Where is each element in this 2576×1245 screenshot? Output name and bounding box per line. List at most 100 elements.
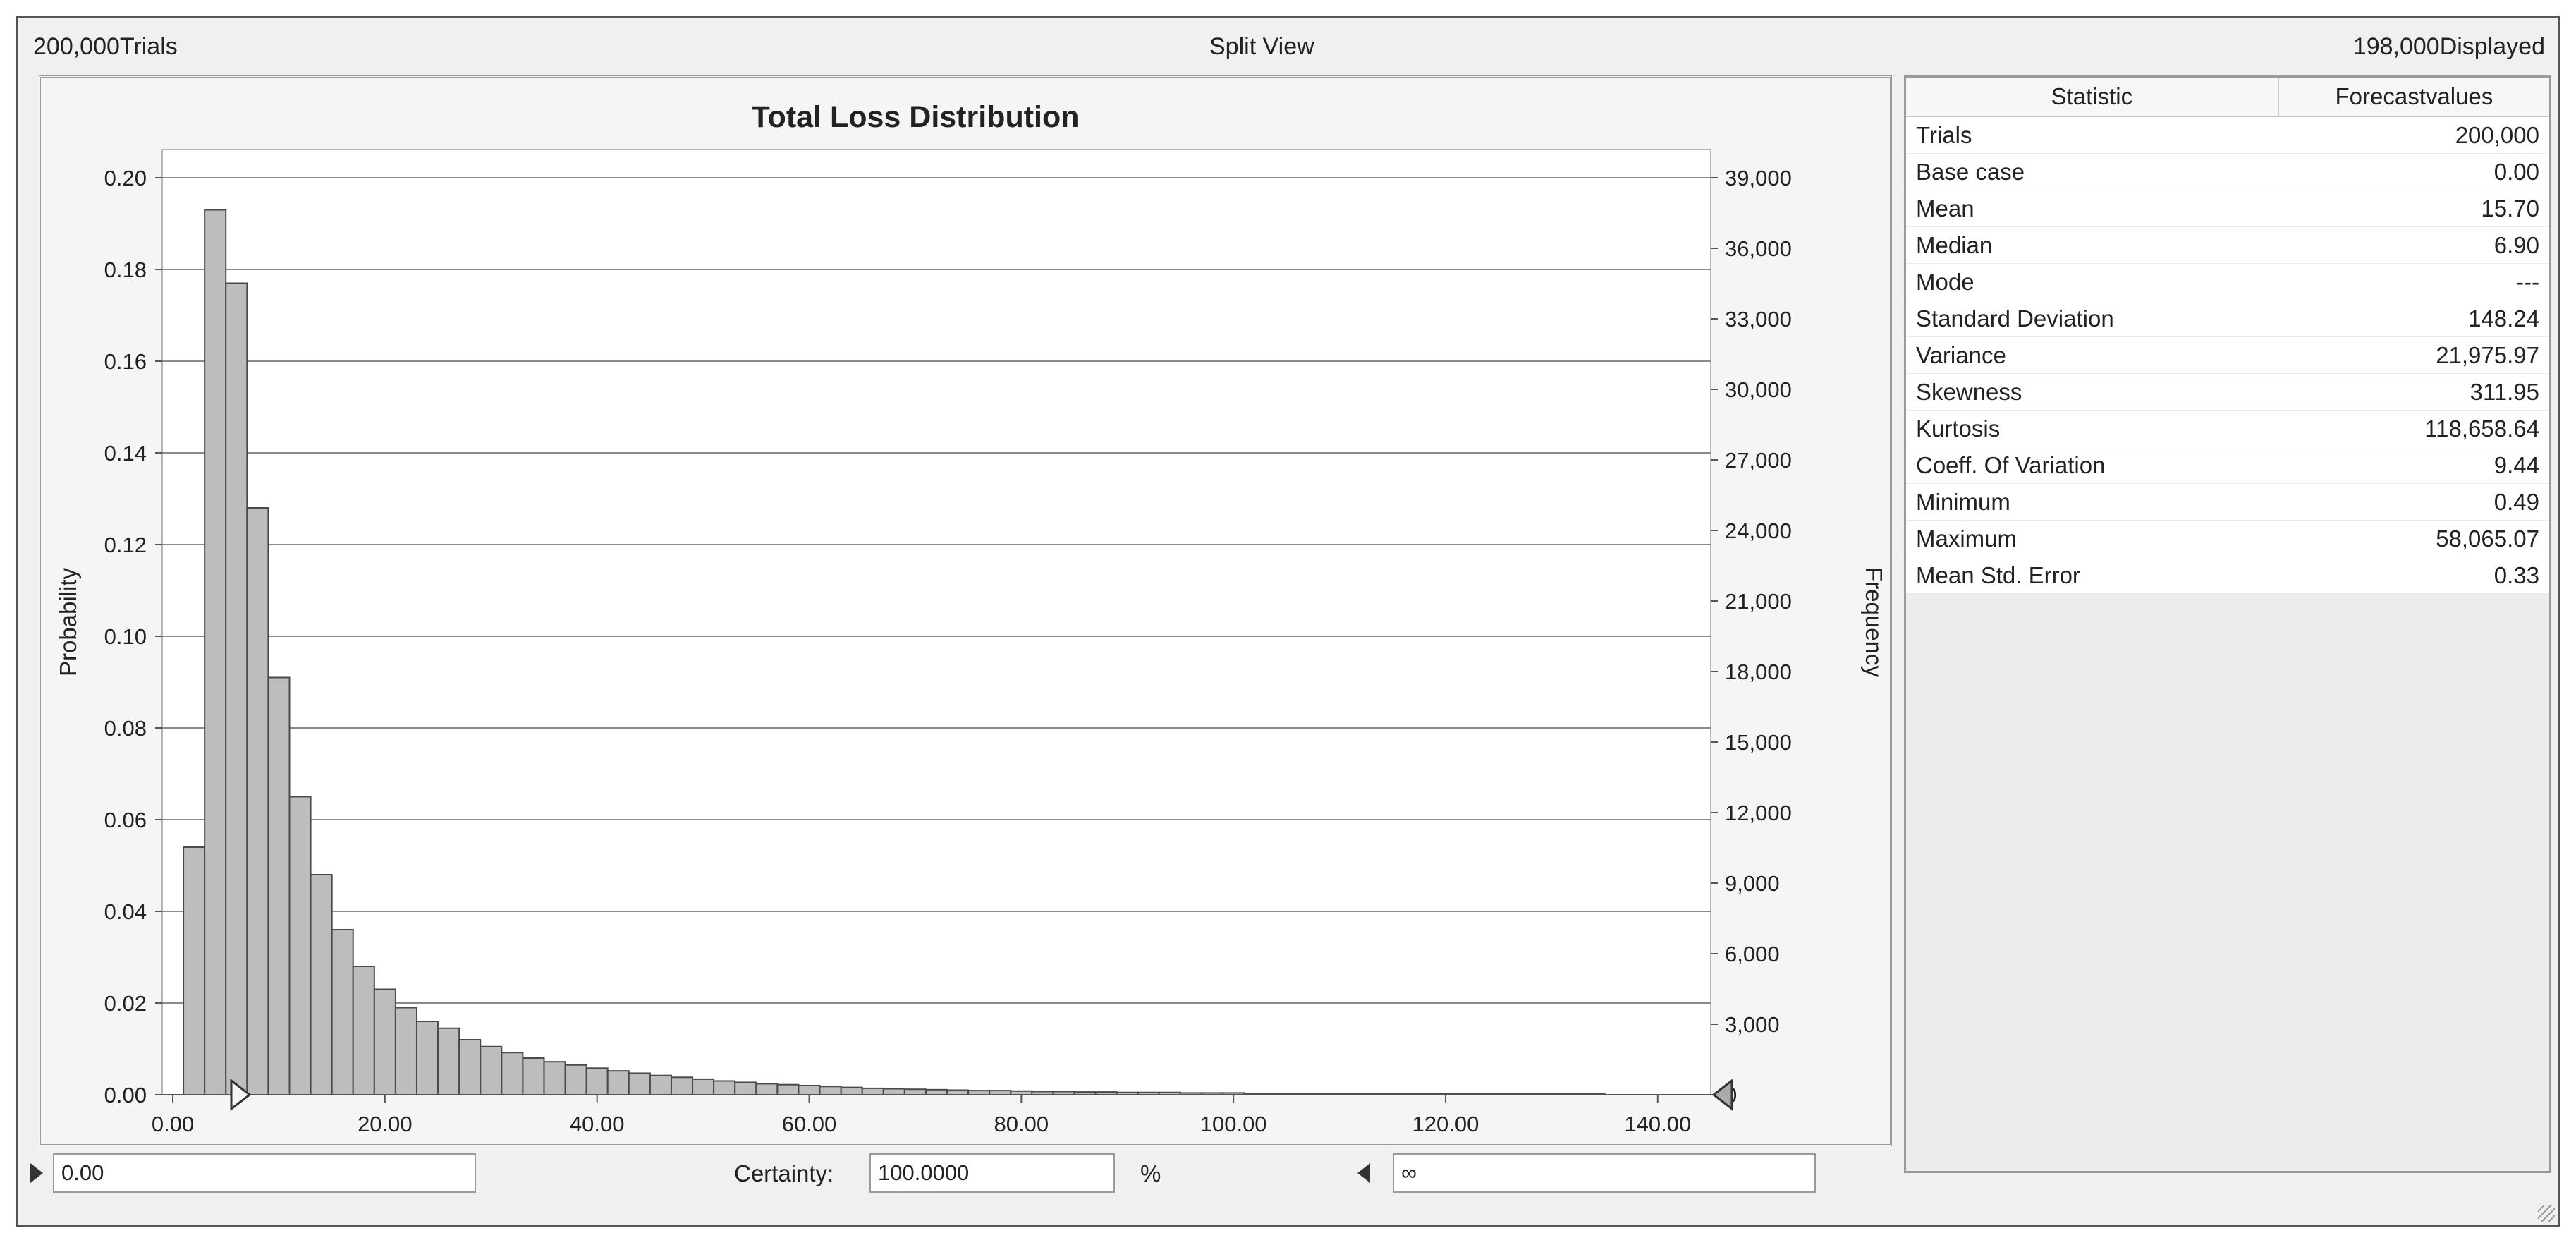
right-bound-input[interactable] [1393, 1153, 1816, 1193]
y2-tick-label: 33,000 [1725, 307, 1792, 332]
stat-value: 9.44 [2278, 447, 2549, 484]
y-tick-label: 0.04 [104, 899, 147, 924]
left-bound-input[interactable] [53, 1153, 476, 1193]
stat-value: 0.49 [2278, 483, 2549, 521]
statistics-table: Statistic Forecastvalues Trials 200,000 Ba… [1906, 78, 2549, 594]
histogram-bar [246, 507, 269, 1095]
split-view-toggle[interactable]: Split View [1209, 33, 1314, 60]
histogram-bar [924, 1088, 948, 1095]
histogram-bar [755, 1083, 779, 1096]
certainty-label: Certainty: [734, 1160, 834, 1186]
x-tick-label: 80.00 [994, 1112, 1049, 1136]
histogram-bar [415, 1021, 439, 1095]
distribution-chart: 0.00 0.02 0.04 0.06 0.08 0.10 0.12 0.14 0.16 0.18… [55, 100, 1887, 1136]
y2-tick-label: 36,000 [1725, 236, 1792, 261]
histogram-bar [310, 874, 333, 1095]
forecast-window: 200,000Trials Split View 198,000Displaye… [16, 16, 2560, 1227]
x-tick-label: 40.00 [570, 1112, 625, 1136]
x-tick-label: 100.00 [1200, 1112, 1267, 1136]
y-tick-label: 0.02 [104, 991, 147, 1016]
stat-name: Median [1906, 226, 2278, 264]
stat-name: Mean Std. Error [1906, 557, 2278, 594]
y-tick-label: 0.10 [104, 624, 147, 649]
right-arrow-icon[interactable] [1357, 1163, 1370, 1183]
y2-tick-label: 3,000 [1725, 1012, 1780, 1037]
y2-tick-label: 30,000 [1725, 377, 1792, 402]
stats-row: Kurtosis 118,658.64 [1906, 410, 2549, 447]
stat-name: Kurtosis [1906, 410, 2278, 447]
x-tick-label: 60.00 [782, 1112, 837, 1136]
histogram-bar [840, 1086, 863, 1095]
right-certainty-grabber[interactable] [1711, 1078, 1733, 1112]
histogram-bar [543, 1061, 566, 1095]
stat-name: Trials [1906, 116, 2278, 154]
stat-value: 311.95 [2278, 373, 2549, 411]
stat-name: Mean [1906, 190, 2278, 227]
trials-count: 200,000Trials [33, 33, 178, 60]
histogram-bar [649, 1074, 672, 1095]
plot-area [161, 149, 1711, 1095]
chart-title: Total Loss Distribution [751, 100, 1079, 134]
stats-row: Mean 15.70 [1906, 190, 2549, 227]
histogram-bar [204, 209, 227, 1095]
stat-value: 148.24 [2278, 300, 2549, 337]
y2-tick-label: 12,000 [1725, 801, 1792, 825]
left-arrow-icon[interactable] [30, 1163, 43, 1183]
y-tick-label: 0.18 [104, 257, 147, 282]
stats-row: Base case 0.00 [1906, 153, 2549, 190]
left-certainty-grabber[interactable] [230, 1078, 252, 1112]
histogram-bar [522, 1057, 545, 1095]
y-tick-label: 0.14 [104, 441, 147, 466]
forecast-header: 200,000Trials Split View 198,000Displaye… [18, 18, 2558, 74]
stat-name: Maximum [1906, 520, 2278, 557]
histogram-bar [692, 1078, 715, 1096]
stat-value: 6.90 [2278, 226, 2549, 264]
histogram-bar [373, 988, 396, 1095]
y2-tick-label: 39,000 [1725, 166, 1792, 190]
histogram-bar [798, 1085, 821, 1095]
stats-row: Maximum 58,065.07 [1906, 520, 2549, 557]
values-column-header[interactable]: Forecastvalues [2278, 78, 2549, 117]
y-tick-label: 0.00 [104, 1083, 147, 1107]
histogram-bar [734, 1081, 757, 1095]
stat-name: Mode [1906, 263, 2278, 300]
stat-name: Skewness [1906, 373, 2278, 411]
certainty-input[interactable] [869, 1153, 1115, 1193]
statistic-column-header[interactable]: Statistic [1906, 78, 2279, 117]
y-axis-label: Probability [55, 567, 81, 676]
histogram-bar [352, 966, 375, 1095]
histogram-bar [819, 1086, 842, 1096]
stats-row: Median 6.90 [1906, 226, 2549, 264]
statistics-panel: Statistic Forecastvalues Trials 200,000 Ba… [1904, 75, 2551, 1173]
histogram-bar [480, 1045, 503, 1095]
stat-value: 200,000 [2278, 116, 2549, 154]
stat-name: Base case [1906, 153, 2278, 190]
y2-tick-label: 6,000 [1725, 942, 1780, 966]
stat-value: 0.33 [2278, 557, 2549, 594]
stat-name: Standard Deviation [1906, 300, 2278, 337]
histogram-bar [288, 796, 312, 1095]
stats-row: Skewness 311.95 [1906, 373, 2549, 411]
stat-value: 15.70 [2278, 190, 2549, 227]
resize-grip-icon[interactable] [2538, 1205, 2555, 1222]
chart-panel: 0.00 0.02 0.04 0.06 0.08 0.10 0.12 0.14 0.16 0.18… [39, 75, 1892, 1146]
x-tick-label: 0.00 [152, 1112, 194, 1136]
stat-value: --- [2278, 263, 2549, 300]
y-tick-label: 0.06 [104, 808, 147, 832]
stats-row: Variance 21,975.97 [1906, 336, 2549, 374]
y2-tick-label: 24,000 [1725, 518, 1792, 543]
histogram-bar [628, 1072, 651, 1095]
x-tick-label: 140.00 [1624, 1112, 1691, 1136]
histogram-bar [183, 846, 206, 1095]
y2-tick-label: 27,000 [1725, 448, 1792, 473]
stat-value: 58,065.07 [2278, 520, 2549, 557]
histogram-bar [585, 1067, 609, 1096]
stats-row: Standard Deviation 148.24 [1906, 300, 2549, 337]
histogram-bar [394, 1007, 417, 1095]
histogram-bar [225, 282, 248, 1095]
histogram-bar [267, 676, 291, 1095]
y-tick-label: 0.20 [104, 166, 147, 190]
stats-row: Minimum 0.49 [1906, 483, 2549, 521]
stat-name: Variance [1906, 336, 2278, 374]
y2-tick-label: 15,000 [1725, 730, 1792, 755]
